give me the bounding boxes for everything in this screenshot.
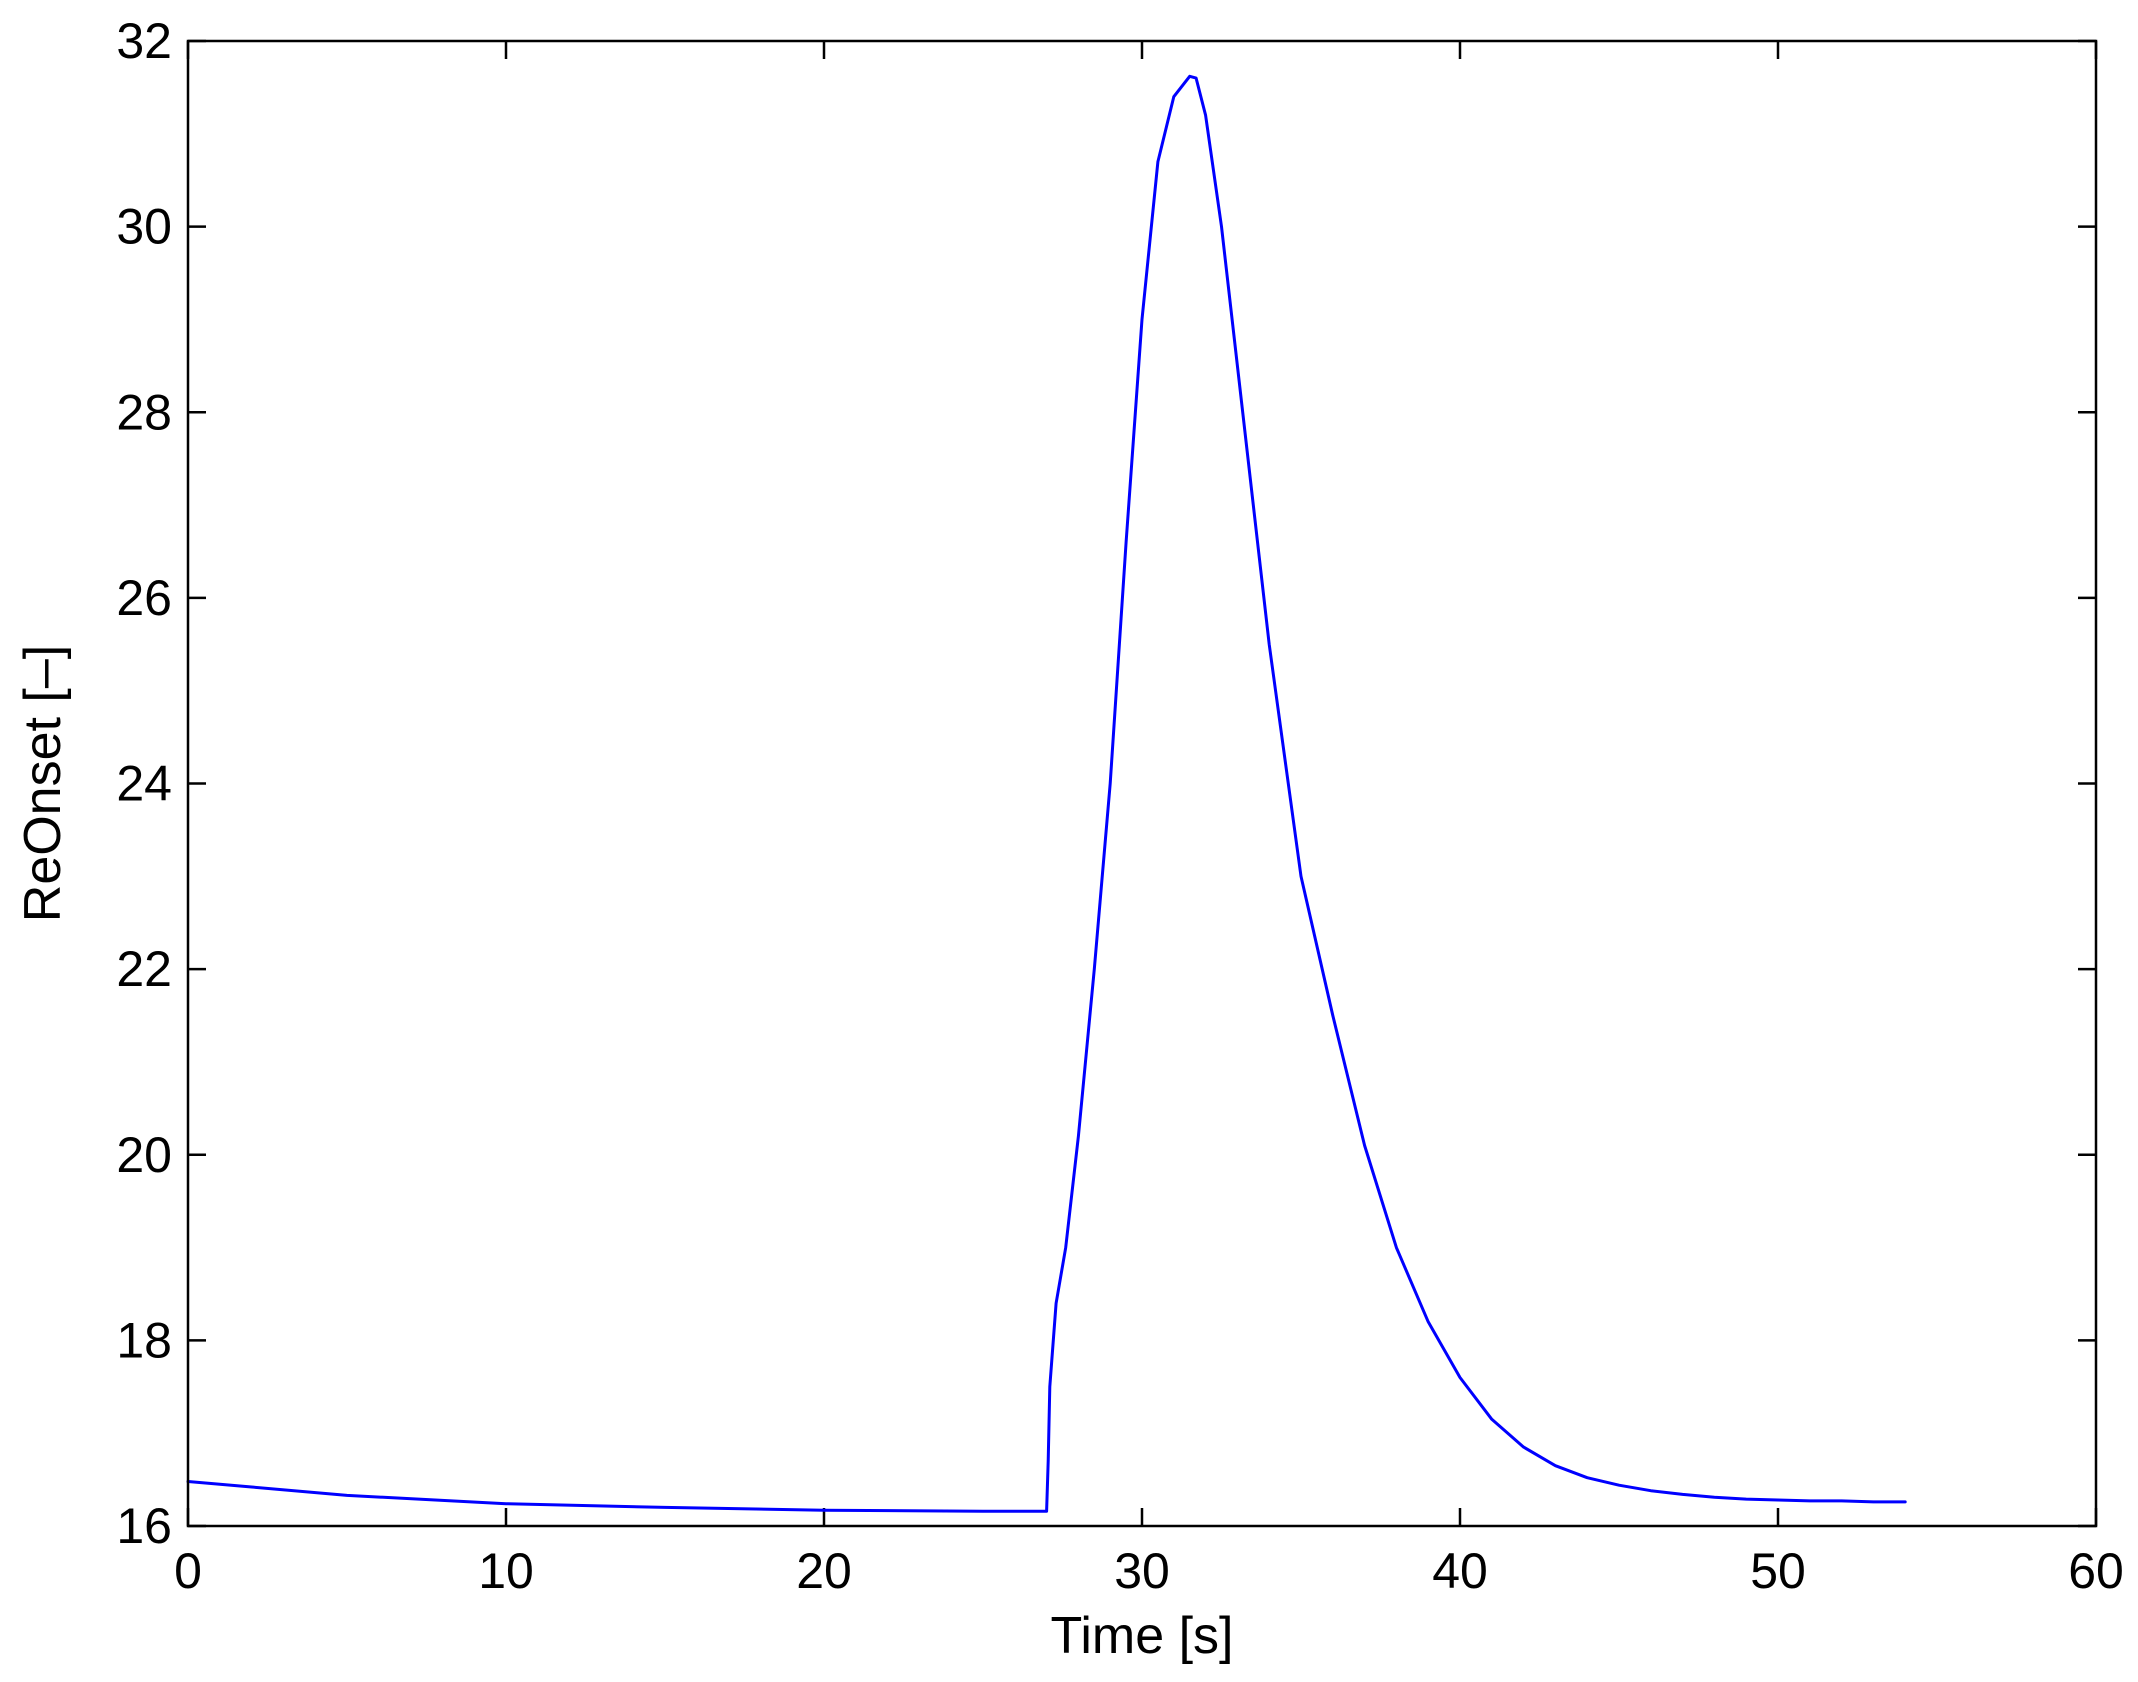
- y-tick-label: 28: [116, 384, 172, 440]
- y-tick-label: 22: [116, 941, 172, 997]
- x-tick-label: 0: [174, 1543, 202, 1599]
- x-axis-title: Time [s]: [1051, 1607, 1234, 1665]
- x-tick-label: 40: [1432, 1543, 1488, 1599]
- x-tick-label: 60: [2068, 1543, 2124, 1599]
- x-tick-label: 50: [1750, 1543, 1806, 1599]
- y-tick-label: 18: [116, 1312, 172, 1368]
- y-tick-label: 24: [116, 756, 172, 812]
- y-tick-label: 16: [116, 1498, 172, 1554]
- y-tick-label: 32: [116, 13, 172, 69]
- x-tick-label: 10: [478, 1543, 534, 1599]
- x-tick-label: 30: [1114, 1543, 1170, 1599]
- y-tick-label: 20: [116, 1127, 172, 1183]
- y-axis-title: ReOnset [–]: [14, 645, 72, 922]
- series-layer: [186, 74, 1907, 1513]
- y-tick-label: 30: [116, 199, 172, 255]
- plot-area-frame: [186, 39, 2098, 1528]
- y-tick-label: 26: [116, 570, 172, 626]
- tick-labels: 0 10 20 30 40 50 60 16 18 20 22 24 26 28 30 32: [116, 13, 2123, 1599]
- series-line: [186, 74, 1907, 1513]
- x-tick-label: 20: [796, 1543, 852, 1599]
